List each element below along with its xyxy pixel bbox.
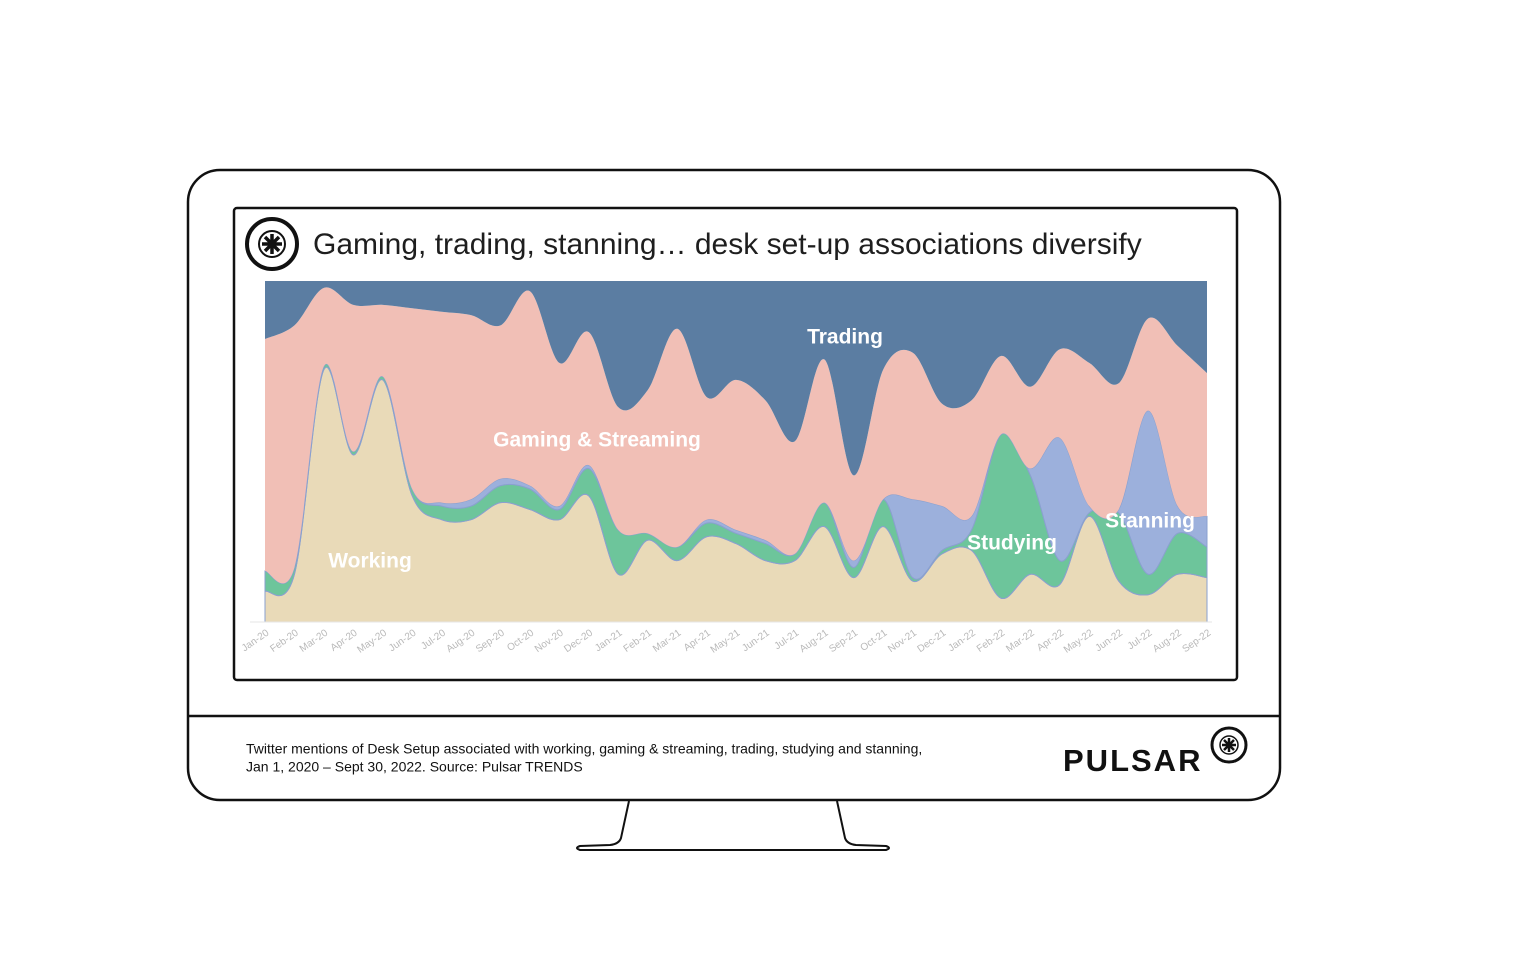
caption-line: Twitter mentions of Desk Setup associate… [246,741,922,757]
series-label: Studying [967,532,1057,555]
logo-icon [245,217,299,271]
area [265,287,1207,584]
series-label: Stanning [1105,510,1195,533]
caption-line: Jan 1, 2020 – Sept 30, 2022. Source: Pul… [246,759,583,775]
area [265,281,1207,476]
series-label: Trading [807,326,883,349]
chart-title: Gaming, trading, stanning… desk set-up a… [313,228,1142,261]
series-label: Working [328,550,412,573]
brand-icon [1210,726,1248,764]
brand-name: PULSAR [1063,743,1202,778]
monitor-frame [186,168,1282,802]
series-label: Gaming & Streaming [493,429,701,452]
monitor-stand [576,800,890,851]
